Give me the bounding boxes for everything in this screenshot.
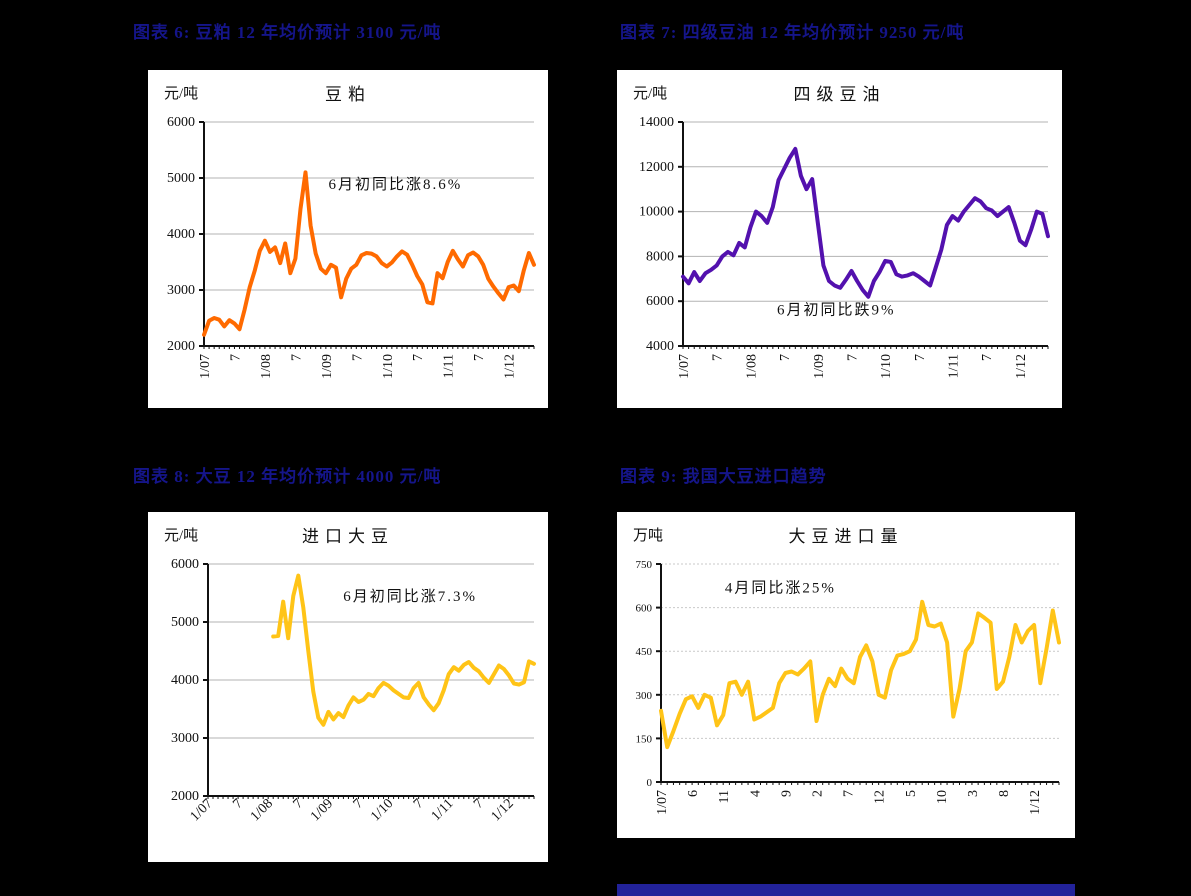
svg-text:7: 7 [228,354,243,361]
svg-text:6000: 6000 [171,557,199,572]
svg-text:1/10: 1/10 [368,796,396,824]
svg-text:4000: 4000 [167,227,195,242]
svg-text:7: 7 [350,354,365,361]
svg-text:3000: 3000 [167,283,195,298]
svg-text:1/12: 1/12 [489,796,517,824]
svg-text:1/12: 1/12 [503,354,518,379]
y-axis-unit: 元/吨 [164,528,199,544]
svg-text:14000: 14000 [639,115,674,130]
svg-text:1/07: 1/07 [677,354,692,379]
chart-panel-soybean-oil: 元/吨 四级豆油 4000 6000 8000 10000 12000 14000 1/07… [617,70,1062,408]
svg-text:6月初同比跌9%: 6月初同比跌9% [777,302,896,319]
chart-panel-imported-soybean: 元/吨 进口大豆 2000 3000 4000 5000 6000 1/07 7 1/08 7 1… [148,512,548,862]
svg-text:1/12: 1/12 [1028,790,1043,815]
chart-header: 万吨 大豆进口量 [617,512,1075,556]
line-chart-soybean-oil: 4000 6000 8000 10000 12000 14000 1/07 7 1/08 7 1/0… [639,115,1050,379]
y-axis-unit: 万吨 [633,528,664,544]
svg-text:4月同比涨25%: 4月同比涨25% [725,579,836,596]
svg-text:12000: 12000 [639,160,674,175]
svg-text:9: 9 [779,790,794,797]
svg-text:6000: 6000 [167,115,195,130]
figure-caption-7: 图表 7: 四级豆油 12 年均价预计 9250 元/吨 [620,23,965,42]
svg-text:2000: 2000 [167,339,195,354]
svg-text:5000: 5000 [167,171,195,186]
chart-title: 豆粕 [325,85,371,104]
chart-header: 元/吨 进口大豆 [148,512,548,556]
svg-text:7: 7 [289,354,304,361]
svg-text:1/12: 1/12 [1014,354,1029,379]
svg-text:1/07: 1/07 [655,790,670,815]
svg-text:300: 300 [636,690,653,702]
svg-text:5: 5 [904,790,919,797]
svg-text:150: 150 [636,733,653,745]
svg-text:7: 7 [472,354,487,361]
svg-text:1/08: 1/08 [248,796,276,824]
svg-text:1/11: 1/11 [947,354,962,378]
svg-text:7: 7 [778,354,793,361]
line-chart-soybean-meal: 2000 3000 4000 5000 6000 1/07 7 1/08 7 1/09 7 1/10 7… [167,115,536,379]
svg-text:7: 7 [845,354,860,361]
svg-text:450: 450 [636,646,653,658]
svg-text:1/11: 1/11 [442,354,457,378]
chart-panel-soybean-meal: 元/吨 豆粕 2000 3000 4000 5000 6000 1/07 7 1/08 7 1/0… [148,70,548,408]
svg-text:1/11: 1/11 [429,796,457,824]
svg-text:7: 7 [980,354,995,361]
svg-text:10: 10 [935,790,950,804]
y-axis-unit: 元/吨 [164,86,199,102]
svg-text:8000: 8000 [646,249,674,264]
y-axis-unit: 元/吨 [633,86,668,102]
svg-text:3: 3 [966,790,981,797]
svg-text:10000: 10000 [639,205,674,220]
partial-next-section-strip [617,884,1075,896]
svg-text:2: 2 [810,790,825,797]
svg-text:1/09: 1/09 [320,354,335,379]
svg-text:6月初同比涨7.3%: 6月初同比涨7.3% [343,588,477,605]
figure-caption-6: 图表 6: 豆粕 12 年均价预计 3100 元/吨 [133,23,442,42]
chart-title: 大豆进口量 [788,527,904,546]
svg-text:750: 750 [636,559,653,571]
svg-text:1/10: 1/10 [879,354,894,379]
chart-title: 进口大豆 [302,527,394,546]
svg-text:1/07: 1/07 [198,354,213,379]
svg-text:7: 7 [913,354,928,361]
svg-text:4000: 4000 [646,339,674,354]
svg-text:6月初同比涨8.6%: 6月初同比涨8.6% [329,176,463,193]
chart-header: 元/吨 四级豆油 [617,70,1062,114]
svg-text:12: 12 [873,790,888,804]
svg-text:1/08: 1/08 [259,354,274,379]
chart-title: 四级豆油 [793,85,886,104]
svg-text:7: 7 [411,354,426,361]
svg-text:4: 4 [748,790,763,797]
svg-text:8: 8 [997,790,1012,797]
figure-caption-9: 图表 9: 我国大豆进口趋势 [620,467,827,486]
svg-text:1/09: 1/09 [812,354,827,379]
line-chart-soybean-imports: 0 150 300 450 600 750 1/07 6 11 4 9 2 7 12 5 10 3 8 1/12 4月… [636,559,1061,815]
svg-text:6: 6 [686,790,701,797]
svg-text:11: 11 [717,790,732,803]
chart-panel-soybean-imports: 万吨 大豆进口量 0 150 300 450 600 750 1/07 6 11 4 9 2 7 12 5 1… [617,512,1075,838]
svg-text:0: 0 [647,777,653,789]
svg-text:7: 7 [842,790,857,797]
svg-text:600: 600 [636,603,653,615]
figure-caption-8: 图表 8: 大豆 12 年均价预计 4000 元/吨 [133,467,442,486]
svg-text:7: 7 [711,354,726,361]
svg-text:6000: 6000 [646,294,674,309]
svg-text:3000: 3000 [171,731,199,746]
svg-text:1/10: 1/10 [381,354,396,379]
svg-text:1/08: 1/08 [744,354,759,379]
svg-text:2000: 2000 [171,789,199,804]
svg-text:5000: 5000 [171,615,199,630]
chart-header: 元/吨 豆粕 [148,70,548,114]
svg-text:4000: 4000 [171,673,199,688]
svg-text:1/09: 1/09 [308,796,336,824]
